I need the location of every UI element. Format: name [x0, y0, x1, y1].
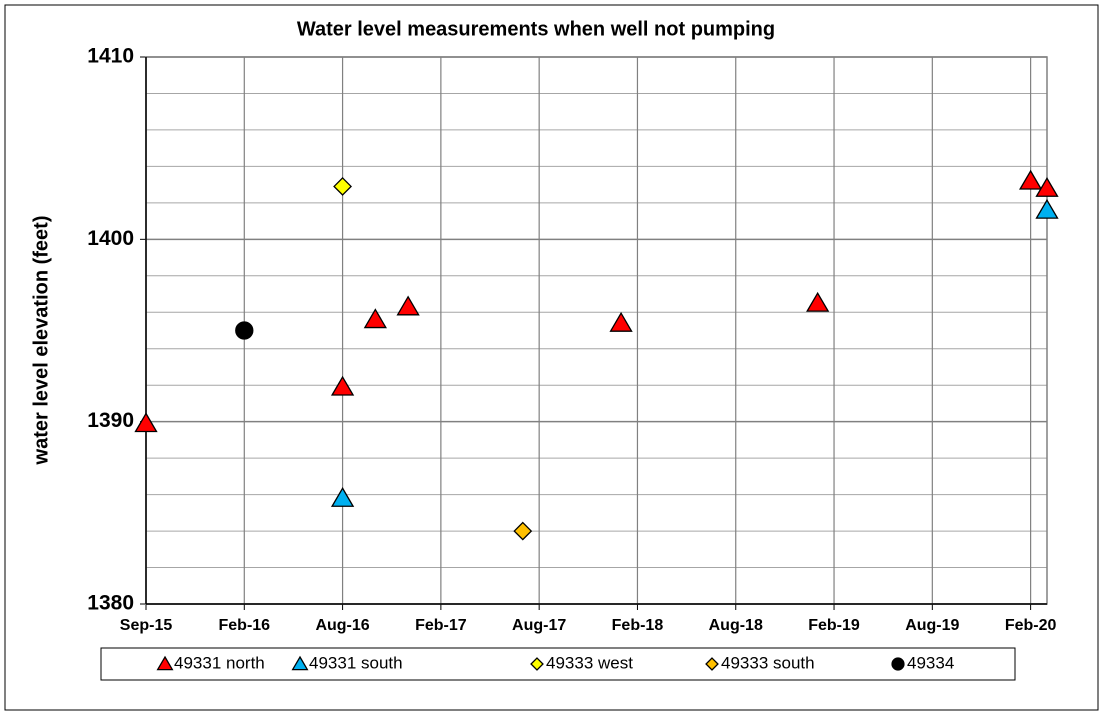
legend-label: 49331 south: [309, 653, 403, 672]
legend-marker: [291, 655, 309, 671]
point: [235, 321, 254, 340]
point: [363, 308, 387, 329]
x-tick-label: Feb-18: [612, 617, 664, 634]
y-tick-label: 1380: [87, 592, 134, 615]
x-tick-label: Feb-20: [1005, 617, 1057, 634]
point: [330, 375, 355, 396]
legend: 49331 north 49331 south 49333 west 49333 so…: [156, 653, 954, 672]
x-tick-label: Aug-16: [315, 617, 369, 634]
x-tick-label: Sep-15: [120, 617, 173, 634]
x-tick-label: Feb-17: [415, 617, 467, 634]
point: [806, 291, 830, 312]
legend-marker: [705, 657, 719, 671]
legend-label: 49334: [907, 653, 954, 672]
x-tick-label: Aug-19: [905, 617, 959, 634]
legend-label: 49331 north: [174, 653, 265, 672]
legend-label: 49333 west: [546, 653, 633, 672]
point: [1035, 176, 1059, 197]
x-tick-label: Feb-16: [219, 617, 271, 634]
point: [609, 311, 633, 332]
y-tick-label: 1400: [87, 227, 134, 250]
y-tick-label: 1410: [87, 45, 134, 68]
y-tick-label: 1390: [87, 409, 134, 432]
x-tick-label: Aug-17: [512, 617, 566, 634]
point: [1018, 169, 1043, 190]
y-axis-label: water level elevation (feet): [30, 216, 52, 466]
point: [134, 412, 158, 433]
point: [396, 295, 420, 316]
legend-label: 49333 south: [721, 653, 815, 672]
point: [333, 177, 353, 196]
legend-marker: [530, 657, 544, 671]
legend-marker: [891, 657, 905, 671]
legend-marker: [156, 655, 174, 671]
x-tick-label: Aug-18: [709, 617, 763, 634]
grid: 1380 1390 1400 1410 Sep-15 Feb-16 Aug-16 Feb-17…: [87, 45, 1056, 635]
chart-title: Water level measurements when well not p…: [297, 18, 775, 40]
marks: [134, 169, 1059, 541]
point: [1035, 198, 1059, 219]
point: [330, 486, 355, 507]
x-tick-label: Feb-19: [808, 617, 860, 634]
plot-area: [146, 57, 1047, 604]
point: [513, 521, 533, 541]
legend-box: [100, 647, 1016, 681]
